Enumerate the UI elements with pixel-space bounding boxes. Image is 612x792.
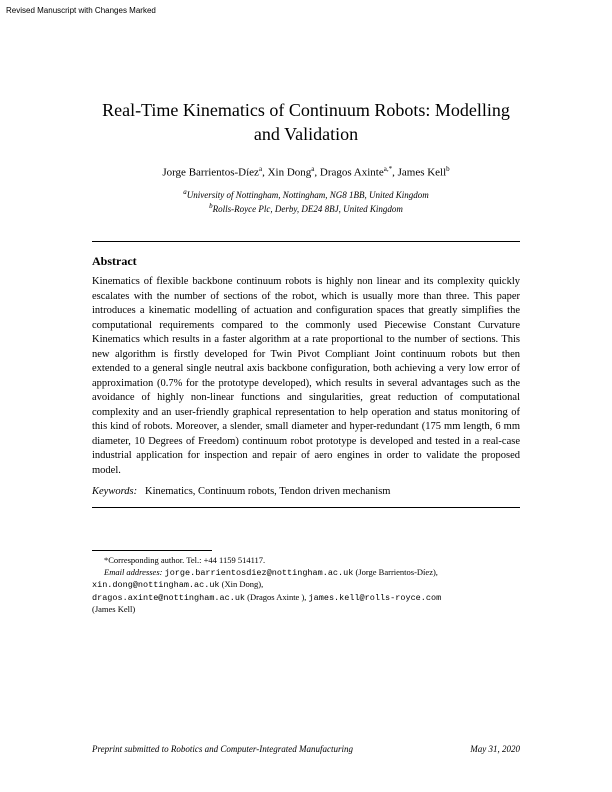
author-3-affil: a,* — [384, 165, 392, 173]
keywords-line: Keywords: Kinematics, Continuum robots, … — [92, 486, 520, 497]
keywords-text: Kinematics, Continuum robots, Tendon dri… — [145, 486, 391, 497]
footer-left: Preprint submitted to Robotics and Compu… — [92, 744, 353, 754]
author-1-affil: a — [259, 165, 262, 173]
author-4: James Kell — [398, 166, 447, 178]
rule-bottom — [92, 507, 520, 508]
email-1-name: (Jorge Barrientos-Díez) — [355, 567, 435, 577]
corresponding-note: *Corresponding author. Tel.: +44 1159 51… — [92, 555, 520, 566]
affiliation-a: aUniversity of Nottingham, Nottingham, N… — [92, 188, 520, 202]
email-4-name: (James Kell) — [92, 604, 135, 614]
email-3-name: (Dragos Axinte ) — [247, 592, 304, 602]
revision-note: Revised Manuscript with Changes Marked — [6, 6, 156, 15]
page-content: Real-Time Kinematics of Continuum Robots… — [0, 0, 612, 656]
author-4-affil: b — [446, 165, 450, 173]
footnote-rule — [92, 550, 212, 551]
author-list: Jorge Barrientos-Díeza, Xin Donga, Drago… — [92, 165, 520, 179]
rule-top — [92, 241, 520, 242]
author-3: Dragos Axinte — [320, 166, 384, 178]
author-1: Jorge Barrientos-Díez — [162, 166, 259, 178]
keywords-label: Keywords: — [92, 486, 137, 497]
page-footer: Preprint submitted to Robotics and Compu… — [92, 744, 520, 754]
footer-right: May 31, 2020 — [470, 744, 520, 754]
email-label: Email addresses: — [104, 567, 162, 577]
affiliation-b: bRolls-Royce Plc, Derby, DE24 8BJ, Unite… — [92, 202, 520, 216]
affiliations: aUniversity of Nottingham, Nottingham, N… — [92, 188, 520, 215]
abstract-heading: Abstract — [92, 254, 520, 269]
email-1: jorge.barrientosdiez@nottingham.ac.uk — [165, 568, 354, 578]
abstract-text: Kinematics of flexible backbone continuu… — [92, 275, 520, 478]
email-2-name: (Xin Dong) — [222, 579, 261, 589]
author-2-affil: a — [311, 165, 314, 173]
email-3: dragos.axinte@nottingham.ac.uk — [92, 593, 245, 603]
paper-title: Real-Time Kinematics of Continuum Robots… — [92, 98, 520, 147]
footnotes: *Corresponding author. Tel.: +44 1159 51… — [92, 555, 520, 615]
author-2: Xin Dong — [268, 166, 312, 178]
email-4: james.kell@rolls-royce.com — [309, 593, 442, 603]
email-2: xin.dong@nottingham.ac.uk — [92, 580, 220, 590]
email-block: Email addresses: jorge.barrientosdiez@no… — [92, 567, 520, 616]
